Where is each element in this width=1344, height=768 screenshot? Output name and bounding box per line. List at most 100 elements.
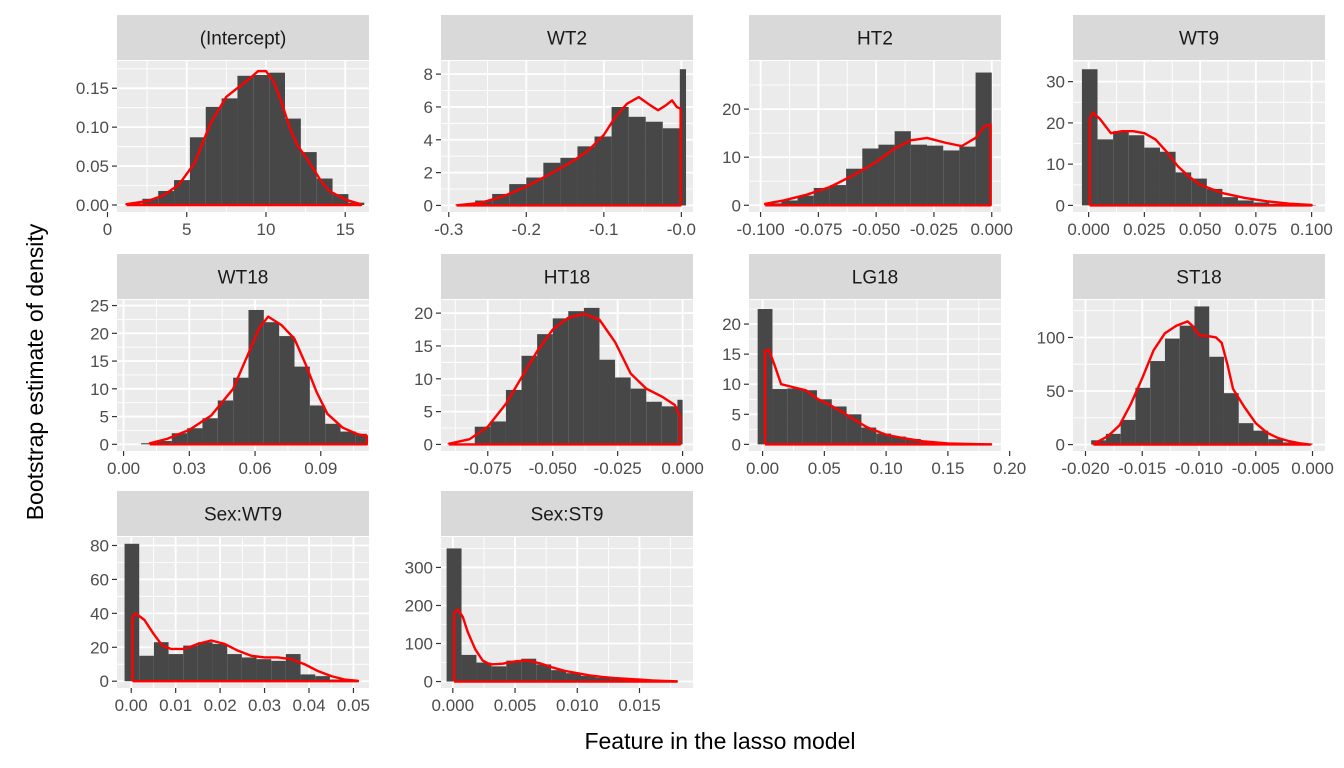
histogram-bar (212, 643, 228, 682)
histogram-bar (1222, 197, 1239, 206)
facet-panel: ST18 -0.020 -0.015 -0.010 -0.005 0.000 0 50 100 (1037, 254, 1334, 478)
histogram-bar (679, 69, 687, 206)
x-tick-label: 0.03 (248, 696, 281, 715)
histogram-bar (551, 670, 567, 682)
y-tick-label: 2 (424, 164, 433, 183)
histogram-bar (1253, 430, 1269, 445)
histogram-bar (205, 106, 222, 205)
y-tick-label: 5 (732, 405, 741, 424)
histogram-bar (910, 144, 928, 206)
facet-strip (441, 254, 693, 299)
histogram-bar (583, 307, 600, 445)
histogram-bar (490, 421, 506, 445)
histogram-bar (491, 666, 507, 682)
y-tick-label: 0 (100, 672, 109, 691)
y-tick-label: 4 (424, 131, 433, 150)
histogram-bar (256, 659, 272, 682)
x-tick-label: 0.000 (661, 459, 704, 478)
y-tick-label: 15 (414, 337, 433, 356)
facet-title: Sex:ST9 (531, 505, 604, 526)
histogram-bar (905, 438, 921, 445)
histogram-bar (610, 678, 626, 682)
facet-panel: Sex:ST9 0.000 0.005 0.010 0.015 0 100 200 300 (405, 491, 693, 715)
histogram-bar (537, 334, 553, 445)
y-tick-label: 5 (424, 403, 433, 422)
histogram-bar (139, 655, 154, 682)
histogram-bar (309, 405, 326, 445)
histogram-bar (1164, 338, 1180, 445)
histogram-bar (221, 98, 238, 205)
histogram-bar (876, 433, 892, 445)
histogram-bar (560, 157, 578, 206)
histogram-bar (568, 311, 584, 445)
histogram-bar (156, 441, 172, 445)
histogram-bar (802, 390, 817, 445)
y-tick-label: 0 (424, 435, 433, 454)
x-tick-label: 15 (336, 220, 355, 239)
x-tick-label: 0.015 (618, 696, 661, 715)
histogram-bar (1135, 387, 1151, 445)
y-tick-label: 30 (1046, 73, 1065, 92)
histogram-bar (174, 180, 190, 205)
histogram-bar (599, 359, 616, 445)
histogram-bar (630, 388, 647, 445)
x-tick-label: -0.2 (512, 220, 541, 239)
x-tick-label: 0.00 (107, 459, 140, 478)
x-tick-label: 10 (257, 220, 276, 239)
facet-strip (441, 15, 693, 60)
y-tick-label: 0.10 (76, 118, 109, 137)
x-tick-label: -0.025 (910, 220, 958, 239)
x-tick-label: 0.075 (1235, 220, 1278, 239)
density-curve (447, 312, 682, 446)
facet-title: HT18 (544, 268, 590, 289)
histogram-bar (1105, 433, 1121, 445)
histogram-bar (645, 121, 663, 206)
histogram-bar (142, 198, 159, 205)
x-tick-label: -0.075 (464, 459, 512, 478)
histogram-bar (237, 75, 254, 205)
histogram-bar (816, 399, 832, 445)
histogram-bar (197, 642, 213, 682)
histogram-bar (831, 406, 847, 445)
y-tick-label: 10 (414, 370, 433, 389)
x-tick-label: 0.01 (159, 696, 192, 715)
histogram-bar (797, 195, 814, 206)
histogram-bar (325, 423, 341, 445)
y-tick-label: 0.15 (76, 79, 109, 98)
histogram-bar (202, 418, 218, 445)
facet-strip (117, 491, 369, 536)
histogram-bar (662, 128, 680, 206)
density-curve (763, 123, 992, 207)
x-tick-label: -0.005 (1232, 459, 1280, 478)
facet-panel: WT9 0.000 0.025 0.050 0.075 0.100 0 10 20 30 (1046, 15, 1333, 239)
x-tick-label: -0.050 (852, 220, 900, 239)
x-tick-label: 0.005 (494, 696, 537, 715)
x-tick-label: 0.05 (337, 696, 370, 715)
histogram-bar (168, 654, 184, 682)
histogram-bar (975, 72, 992, 206)
histogram-bar (189, 137, 206, 205)
facet-title: WT2 (547, 29, 587, 50)
y-tick-label: 0 (1056, 196, 1065, 215)
x-tick-label: 0.000 (1291, 459, 1334, 478)
histogram-bar (492, 193, 510, 206)
histogram-bar (1097, 139, 1114, 206)
y-tick-label: 100 (405, 634, 433, 653)
x-tick-label: -0.010 (1175, 459, 1223, 478)
histogram-bar (536, 664, 552, 682)
histogram-bar (611, 106, 629, 206)
x-axis-title: Feature in the lasso model (584, 728, 855, 754)
histogram-bar (474, 426, 491, 445)
histogram-bar (566, 673, 581, 682)
y-tick-label: 20 (1046, 114, 1065, 133)
histogram-bar (158, 190, 175, 205)
histogram-bar (271, 660, 286, 682)
histogram-bar (787, 388, 803, 445)
facet-panel: Sex:WT9 0.00 0.01 0.02 0.03 0.04 0.05 0 20 40 60 80 (90, 491, 370, 715)
histogram-bar (248, 309, 264, 445)
facet-title: (Intercept) (200, 29, 287, 50)
histogram-bar (171, 433, 188, 445)
y-tick-label: 80 (90, 536, 109, 555)
histogram-bar (332, 194, 349, 205)
facet-strip (749, 15, 1001, 60)
